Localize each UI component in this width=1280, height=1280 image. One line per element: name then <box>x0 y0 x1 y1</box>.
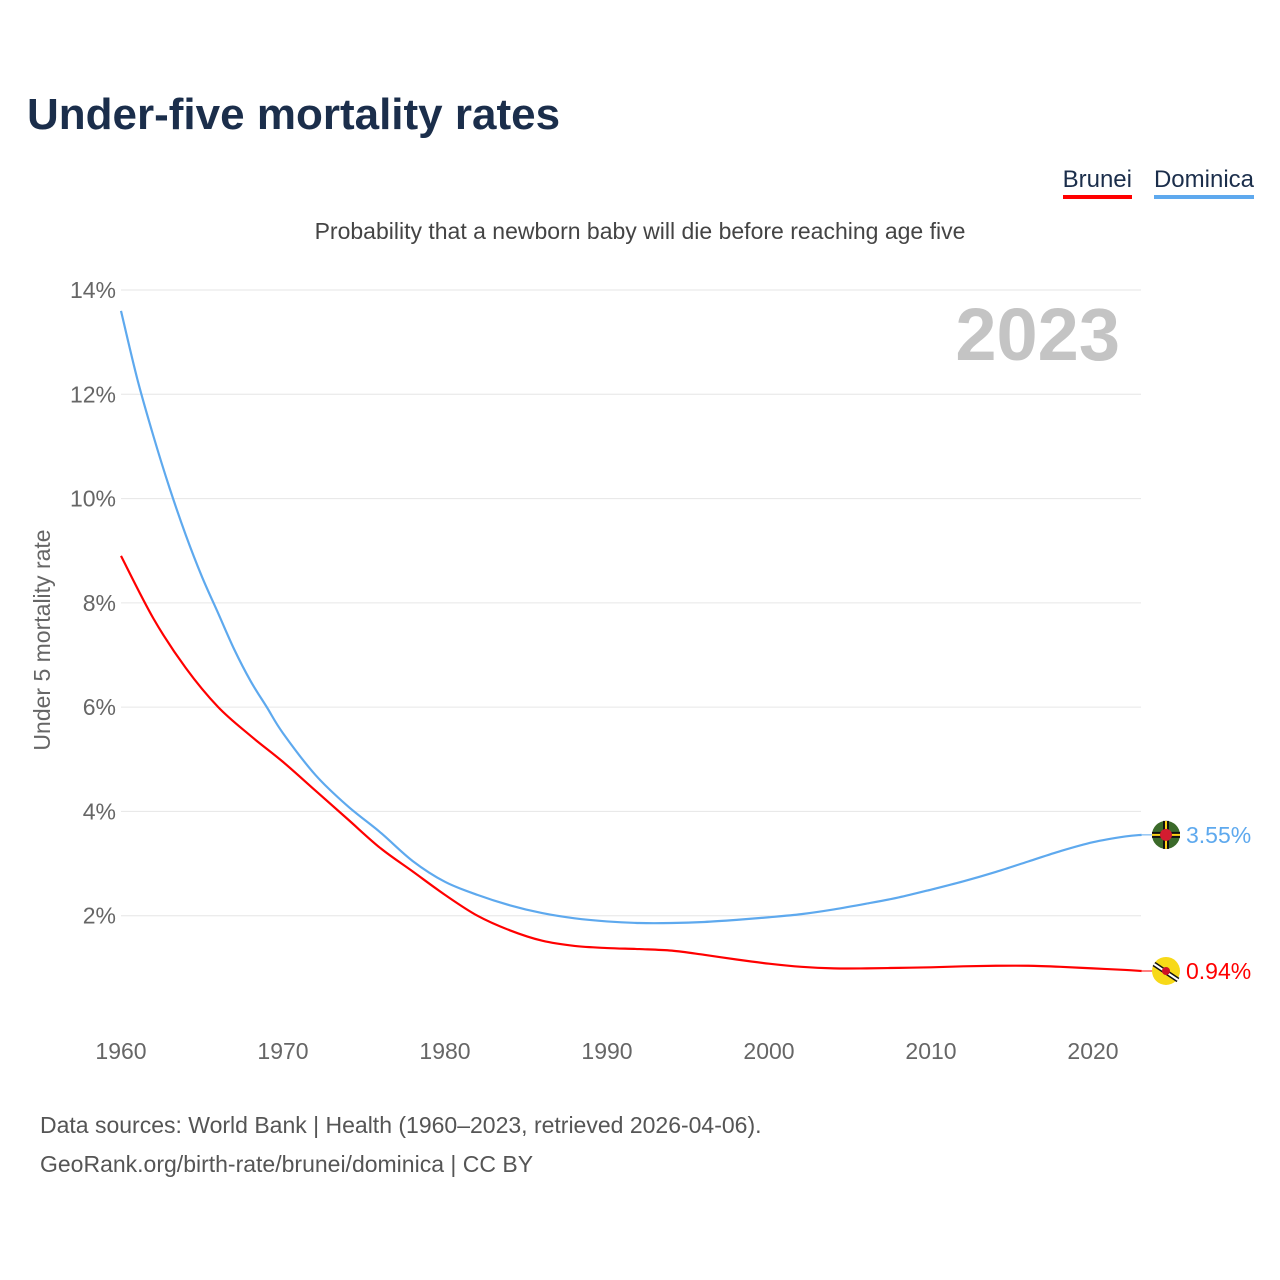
dominica-flag-icon <box>1152 820 1180 849</box>
chart-title: Under-five mortality rates <box>27 90 561 139</box>
x-tick-label: 1970 <box>257 1038 308 1064</box>
year-watermark: 2023 <box>955 293 1120 376</box>
x-tick-label: 1980 <box>419 1038 470 1064</box>
x-tick-label: 2010 <box>905 1038 956 1064</box>
y-tick-label: 4% <box>83 798 116 824</box>
y-tick-label: 8% <box>83 590 116 616</box>
end-value-label-brunei: 0.94% <box>1186 958 1251 984</box>
end-value-label-dominica: 3.55% <box>1186 822 1251 848</box>
series-line-brunei[interactable] <box>120 555 1142 973</box>
x-tick-label: 2020 <box>1067 1038 1118 1064</box>
y-tick-label: 12% <box>70 381 116 407</box>
x-tick-label: 1960 <box>95 1038 146 1064</box>
legend-item-brunei[interactable]: Brunei <box>1062 166 1132 199</box>
x-tick-label: 2000 <box>743 1038 794 1064</box>
source-line-1: Data sources: World Bank | Health (1960–… <box>40 1112 762 1138</box>
y-tick-label: 2% <box>83 903 116 929</box>
source-note: Data sources: World Bank | Health (1960–… <box>40 1106 762 1184</box>
y-tick-label: 14% <box>70 277 116 303</box>
y-tick-label: 6% <box>83 694 116 720</box>
brunei-flag-icon <box>1152 956 1180 985</box>
y-tick-label: 10% <box>70 486 116 512</box>
legend-item-dominica[interactable]: Dominica <box>1153 166 1254 199</box>
x-tick-label: 1990 <box>581 1038 632 1064</box>
series-line-dominica[interactable] <box>119 310 1142 925</box>
chart-subtitle: Probability that a newborn baby will die… <box>314 218 966 244</box>
legend: Brunei Dominica <box>1062 166 1254 199</box>
y-axis-label: Under 5 mortality rate <box>29 529 55 750</box>
source-line-2[interactable]: GeoRank.org/birth-rate/brunei/dominica |… <box>40 1151 534 1177</box>
